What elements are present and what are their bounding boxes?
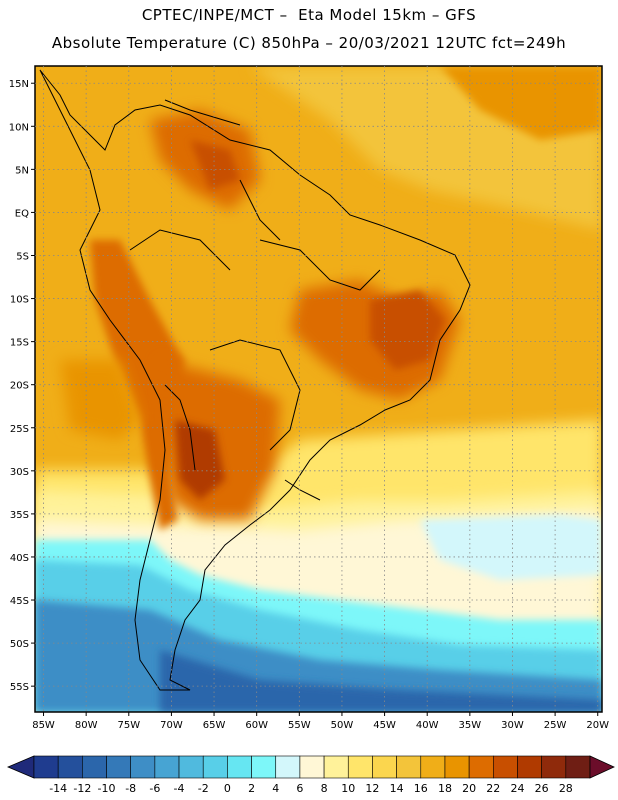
colorbar-label: -12 <box>73 782 91 795</box>
colorbar-segment <box>227 755 252 779</box>
lon-label: 70W <box>160 720 183 731</box>
lat-label: 20S <box>10 381 29 392</box>
colorbar-segment <box>299 755 325 779</box>
colorbar-label: 28 <box>559 782 573 795</box>
colorbar-segment <box>57 755 83 779</box>
colorbar-label: -2 <box>198 782 209 795</box>
colorbar-label: 2 <box>248 782 255 795</box>
colorbar-segment <box>251 755 277 779</box>
lon-label: 80W <box>75 720 98 731</box>
colorbar-segment <box>130 755 156 779</box>
lat-label: 40S <box>10 553 29 564</box>
lat-label: 5N <box>15 165 29 176</box>
lon-label: 45W <box>373 720 396 731</box>
colorbar-label: 22 <box>486 782 500 795</box>
coastline <box>39 69 471 691</box>
lat-label: 15S <box>10 338 29 349</box>
lon-label: 55W <box>288 720 311 731</box>
colorbar-label: 18 <box>438 782 452 795</box>
lon-label: 85W <box>32 720 55 731</box>
lat-label: 15N <box>9 79 29 90</box>
colorbar-segment <box>517 755 542 779</box>
lon-label: 30W <box>501 720 524 731</box>
colorbar-label: 6 <box>296 782 303 795</box>
colorbar-segment <box>493 755 518 779</box>
colorbar-segment <box>154 755 180 779</box>
lon-label: 60W <box>245 720 268 731</box>
longitude-labels: 85W 80W 75W 70W 65W 60W 55W 50W 45W 40W 35W 30W 25W 2… <box>32 712 609 731</box>
colorbar-segment <box>202 755 228 779</box>
colorbar-low-arrow <box>6 755 35 779</box>
lat-label: 35S <box>10 510 29 521</box>
colorbar-segment <box>396 755 422 779</box>
colorbar-segment <box>468 755 494 779</box>
colorbar-label: -10 <box>98 782 116 795</box>
colorbar-label: 20 <box>462 782 476 795</box>
colorbar-label: 24 <box>510 782 524 795</box>
colorbar-segment <box>323 755 349 779</box>
colorbar-segment <box>275 755 301 779</box>
colorbar-segment <box>541 755 567 779</box>
colorbar-segment <box>82 755 107 779</box>
lat-label: EQ <box>15 208 29 219</box>
colorbar-segment <box>106 755 131 779</box>
lon-label: 75W <box>117 720 140 731</box>
colorbar-label: 4 <box>272 782 279 795</box>
lat-label: 45S <box>10 596 29 607</box>
lon-label: 25W <box>544 720 567 731</box>
graticule <box>35 66 602 712</box>
colorbar-segment <box>33 755 59 779</box>
colorbar-label: -4 <box>174 782 185 795</box>
colorbar-label: 10 <box>341 782 355 795</box>
colorbar-label: -14 <box>49 782 67 795</box>
lat-label: 5S <box>16 251 29 262</box>
title-line-1: CPTEC/INPE/MCT – Eta Model 15km – GFS <box>141 6 477 24</box>
latitude-labels: 15N 10N 5N EQ 5S 10S 15S 20S 25S 30S 35S 40S 45S 50S 5… <box>9 79 35 693</box>
lat-label: 50S <box>10 639 29 650</box>
lat-label: 10S <box>10 295 29 306</box>
lon-label: 65W <box>203 720 226 731</box>
colorbar-label: 8 <box>321 782 328 795</box>
lat-label: 55S <box>10 682 29 693</box>
lat-label: 10N <box>9 122 29 133</box>
colorbar-label: 14 <box>390 782 404 795</box>
colorbar-high-arrow <box>589 755 615 779</box>
colorbar-label: 0 <box>224 782 231 795</box>
title-line-2: Absolute Temperature (C) 850hPa – 20/03/… <box>51 34 567 52</box>
colorbar-segment <box>565 755 591 779</box>
lat-label: 30S <box>10 467 29 478</box>
colorbar-segment <box>372 755 397 779</box>
colorbar-segment <box>444 755 470 779</box>
colorbar-segment <box>420 755 446 779</box>
lon-label: 50W <box>331 720 354 731</box>
colorbar-label: 16 <box>414 782 428 795</box>
temperature-field <box>35 66 602 712</box>
colorbar-label: -8 <box>125 782 136 795</box>
colorbar-segment <box>347 755 373 779</box>
colorbar-label: 12 <box>365 782 379 795</box>
lon-label: 20W <box>586 720 609 731</box>
lon-label: 40W <box>416 720 439 731</box>
colorbar-segment <box>178 755 204 779</box>
colorbar-label: 26 <box>535 782 549 795</box>
colorbar-label: -6 <box>149 782 160 795</box>
colorbar: -14 -12 -10 -8 -6 -4 -2 0 2 4 6 8 10 12 14 16 18 20 22 24 26… <box>6 755 615 795</box>
map-frame <box>34 65 603 713</box>
lat-label: 25S <box>10 424 29 435</box>
lon-label: 35W <box>459 720 482 731</box>
